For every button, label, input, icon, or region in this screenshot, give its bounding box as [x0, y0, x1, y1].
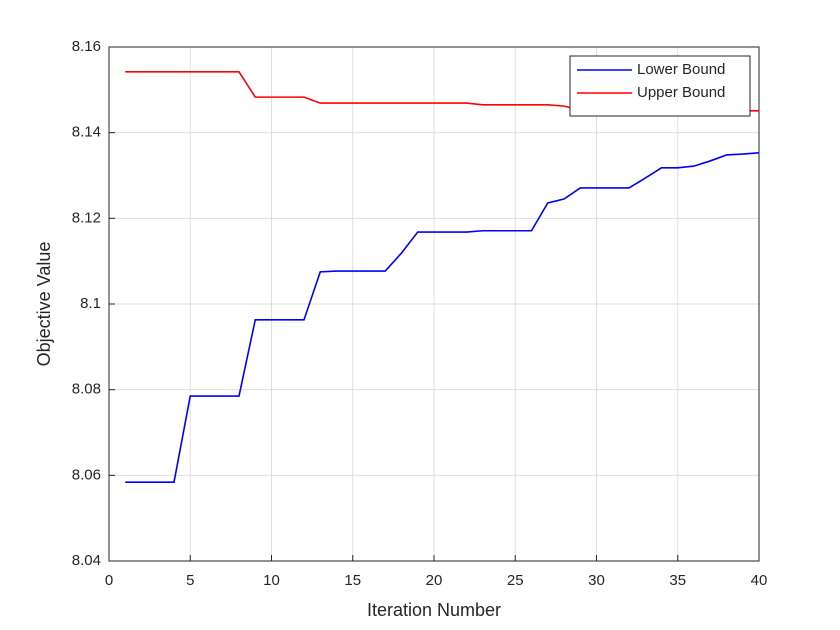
y-axis-label: Objective Value	[34, 242, 54, 367]
x-tick-label: 20	[426, 572, 443, 589]
x-tick-label: 25	[507, 572, 524, 589]
x-tick-label: 0	[105, 572, 113, 589]
y-tick-label: 8.08	[72, 381, 101, 398]
data-line	[125, 152, 760, 483]
x-tick-label: 10	[263, 572, 280, 589]
y-tick-label: 8.16	[72, 38, 101, 55]
x-tick-label: 5	[186, 572, 194, 589]
axes-box	[108, 46, 760, 562]
y-tick-label: 8.04	[72, 552, 101, 569]
y-tick-label: 8.14	[72, 124, 101, 141]
x-tick-label: 15	[344, 572, 361, 589]
x-tick-label: 40	[751, 572, 768, 589]
legend-box	[569, 55, 751, 117]
x-tick-label: 35	[669, 572, 686, 589]
y-tick-label: 8.12	[72, 209, 101, 226]
y-tick-label: 8.06	[72, 466, 101, 483]
x-tick-label: 30	[588, 572, 605, 589]
legend-label: Upper Bound	[637, 84, 725, 101]
y-tick-label: 8.1	[80, 295, 101, 312]
legend-label: Lower Bound	[637, 61, 725, 78]
x-axis-label: Iteration Number	[367, 600, 501, 620]
